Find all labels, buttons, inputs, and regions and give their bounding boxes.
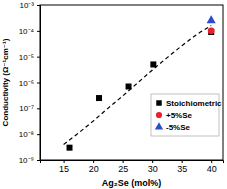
data-point [126, 84, 132, 90]
legend-symbol [156, 112, 162, 118]
x-tick: 15 [59, 160, 69, 174]
y-tick-mark [37, 134, 40, 135]
y-axis-title: Conductivity (Ω⁻¹cm⁻¹) [1, 38, 10, 126]
x-axis-title: Ag₂Se (mol%) [102, 178, 162, 188]
y-tick: 10⁻³ [19, 1, 40, 10]
x-tick-mark [123, 160, 124, 163]
y-tick-mark [37, 108, 40, 109]
x-tick-label: 25 [118, 164, 128, 174]
y-tick-mark [37, 31, 40, 32]
y-tick: 10⁻⁴ [19, 27, 40, 36]
plot-frame [40, 5, 223, 160]
x-axis: 15 20 25 30 35 40 [41, 160, 224, 174]
x-tick-mark [152, 160, 153, 163]
x-tick-mark [182, 160, 183, 163]
y-axis: 10⁻⁹ 10⁻⁸ 10⁻⁷ 10⁻⁶ 10⁻⁵ 10⁻⁴ 10⁻³ [19, 1, 41, 165]
y-tick-label: 10⁻⁴ [19, 27, 35, 36]
x-tick: 30 [148, 160, 158, 174]
x-tick: 35 [177, 160, 187, 174]
y-tick-label: 10⁻⁷ [19, 104, 34, 113]
legend-label: +5%Se [166, 111, 193, 120]
x-axis-line [41, 161, 224, 164]
x-tick-label: 20 [89, 164, 99, 174]
x-tick-label: 40 [207, 164, 217, 174]
data-point [150, 61, 156, 67]
plot: 15 20 25 30 35 40 10⁻⁹ 10⁻⁸ 10⁻⁷ 10⁻⁶ 10⁻⁵ 10⁻⁴ 10⁻³… [19, 1, 224, 174]
x-tick-mark [211, 160, 212, 163]
y-tick: 10⁻⁹ [19, 156, 40, 165]
legend: Stoichiometric +5%Se -5%Se [151, 94, 222, 136]
x-tick: 40 [207, 160, 217, 174]
x-tick-label: 15 [59, 164, 69, 174]
y-tick-mark [37, 83, 40, 84]
chart: 15 20 25 30 35 40 10⁻⁹ 10⁻⁸ 10⁻⁷ 10⁻⁶ 10⁻⁵ 10⁻⁴ 10⁻³… [0, 0, 227, 189]
y-tick-label: 10⁻⁶ [19, 79, 34, 88]
y-tick: 10⁻⁸ [19, 130, 40, 139]
data-point [207, 15, 216, 23]
y-axis-line [37, 6, 41, 161]
y-tick-label: 10⁻⁵ [19, 53, 34, 62]
y-tick: 10⁻⁶ [19, 79, 40, 88]
x-tick: 25 [118, 160, 128, 174]
x-tick-label: 30 [148, 164, 158, 174]
x-tick-mark [64, 160, 65, 163]
x-tick-label: 35 [177, 164, 187, 174]
data-point [208, 27, 215, 34]
legend-label: -5%Se [166, 123, 191, 132]
y-tick: 10⁻⁵ [19, 53, 40, 62]
data-point [67, 145, 73, 151]
y-tick: 10⁻⁷ [19, 104, 40, 113]
y-tick-label: 10⁻⁸ [19, 130, 34, 139]
legend-symbol [155, 122, 163, 129]
y-tick-label: 10⁻⁹ [19, 156, 34, 165]
y-tick-label: 10⁻³ [19, 1, 34, 10]
y-tick-mark [37, 57, 40, 58]
x-tick-mark [93, 160, 94, 163]
legend-label: Stoichiometric [166, 99, 222, 108]
y-tick-mark [37, 5, 40, 6]
fit-line [64, 26, 212, 145]
y-tick-mark [37, 160, 40, 161]
legend-symbol [156, 100, 161, 105]
data-point [96, 95, 102, 101]
x-tick: 20 [89, 160, 99, 174]
